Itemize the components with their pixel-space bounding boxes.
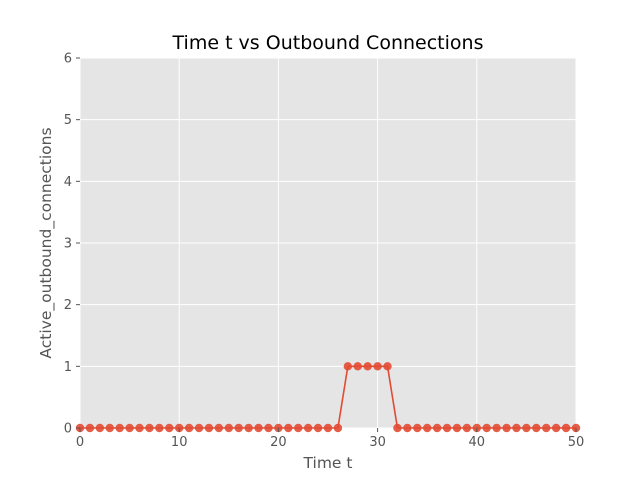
data-point (442, 423, 452, 433)
x-tick-label: 0 (76, 435, 84, 450)
data-point (423, 423, 432, 433)
y-axis-label: Active_outbound_connections (37, 127, 56, 358)
data-point (194, 423, 204, 433)
y-tick-label: 5 (64, 113, 72, 128)
y-tick-label: 6 (64, 52, 72, 67)
data-point (125, 423, 134, 433)
data-point (224, 423, 233, 433)
data-point (512, 423, 521, 433)
data-point (413, 423, 422, 433)
data-point (284, 423, 293, 433)
data-point (353, 362, 362, 371)
data-point (333, 423, 343, 433)
data-point (393, 423, 402, 433)
y-tick-label: 0 (64, 422, 72, 437)
data-point (482, 423, 491, 433)
data-point (383, 362, 392, 371)
data-point (204, 423, 214, 433)
grid-lines (79, 57, 577, 429)
data-point (214, 423, 224, 433)
data-point (244, 423, 253, 433)
data-point (155, 423, 164, 433)
data-point (522, 423, 531, 433)
x-axis-label: Time t (303, 454, 353, 472)
data-point (432, 423, 442, 433)
data-point (184, 423, 194, 433)
data-point (234, 423, 243, 433)
data-point (492, 423, 501, 433)
data-point (115, 423, 124, 433)
data-point (303, 423, 313, 433)
y-tick-label: 2 (64, 298, 72, 313)
data-point (85, 423, 95, 433)
x-tick-label: 50 (568, 435, 585, 450)
data-point (403, 423, 412, 433)
data-point (254, 423, 263, 433)
x-tick-label: 30 (369, 435, 386, 450)
y-tick-label: 4 (64, 175, 72, 190)
chart-title: Time t vs Outbound Connections (172, 32, 484, 54)
data-point (323, 423, 333, 433)
data-point (313, 423, 323, 433)
data-point (105, 423, 114, 433)
data-points (75, 362, 581, 433)
x-tick-label: 10 (171, 435, 188, 450)
data-point (165, 423, 174, 433)
data-point (343, 362, 353, 371)
data-point (561, 423, 571, 433)
data-point (95, 423, 105, 433)
y-tick-label: 3 (64, 237, 72, 252)
data-point (373, 362, 382, 371)
data-point (264, 423, 273, 433)
data-point (363, 362, 372, 371)
data-point (452, 423, 462, 433)
x-tick-label: 40 (469, 435, 486, 450)
data-point (462, 423, 472, 433)
data-point (145, 423, 154, 433)
data-point (135, 423, 144, 433)
y-tick-label: 1 (64, 360, 72, 375)
axis-ticks: 0 10 20 30 40 50 0 1 2 3 4 5 6 (64, 52, 585, 451)
data-point (532, 423, 541, 433)
data-point (551, 423, 561, 433)
data-point (542, 423, 551, 433)
data-point (502, 423, 511, 433)
x-tick-label: 20 (270, 435, 287, 450)
data-point (294, 423, 303, 433)
